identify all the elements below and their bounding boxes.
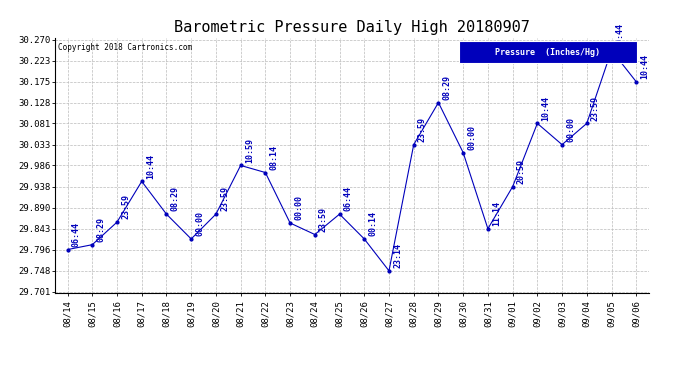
Text: 10:44: 10:44: [542, 96, 551, 121]
Text: 10:44: 10:44: [615, 22, 624, 48]
Text: 00:00: 00:00: [467, 125, 476, 150]
FancyBboxPatch shape: [459, 41, 637, 63]
Text: 08:29: 08:29: [170, 186, 179, 211]
Text: 23:59: 23:59: [220, 186, 229, 211]
Text: 23:59: 23:59: [591, 96, 600, 121]
Text: 10:59: 10:59: [245, 138, 254, 163]
Text: 23:14: 23:14: [393, 243, 402, 268]
Text: 00:00: 00:00: [566, 117, 575, 142]
Text: 06:44: 06:44: [72, 222, 81, 247]
Text: Pressure  (Inches/Hg): Pressure (Inches/Hg): [495, 48, 600, 57]
Text: 00:00: 00:00: [195, 211, 204, 236]
Text: Copyright 2018 Cartronics.com: Copyright 2018 Cartronics.com: [58, 43, 193, 52]
Text: 10:44: 10:44: [146, 154, 155, 178]
Text: 00:00: 00:00: [294, 195, 303, 220]
Text: 08:29: 08:29: [442, 75, 451, 100]
Text: 20:59: 20:59: [517, 159, 526, 184]
Text: 10:44: 10:44: [640, 54, 649, 79]
Text: 23:59: 23:59: [319, 207, 328, 232]
Text: 00:14: 00:14: [368, 211, 377, 236]
Text: 08:29: 08:29: [97, 217, 106, 242]
Title: Barometric Pressure Daily High 20180907: Barometric Pressure Daily High 20180907: [174, 20, 530, 35]
Text: 11:14: 11:14: [492, 201, 501, 226]
Text: 23:59: 23:59: [418, 117, 427, 142]
Text: 08:14: 08:14: [270, 145, 279, 170]
Text: 23:59: 23:59: [121, 194, 130, 219]
Text: 06:44: 06:44: [344, 186, 353, 211]
